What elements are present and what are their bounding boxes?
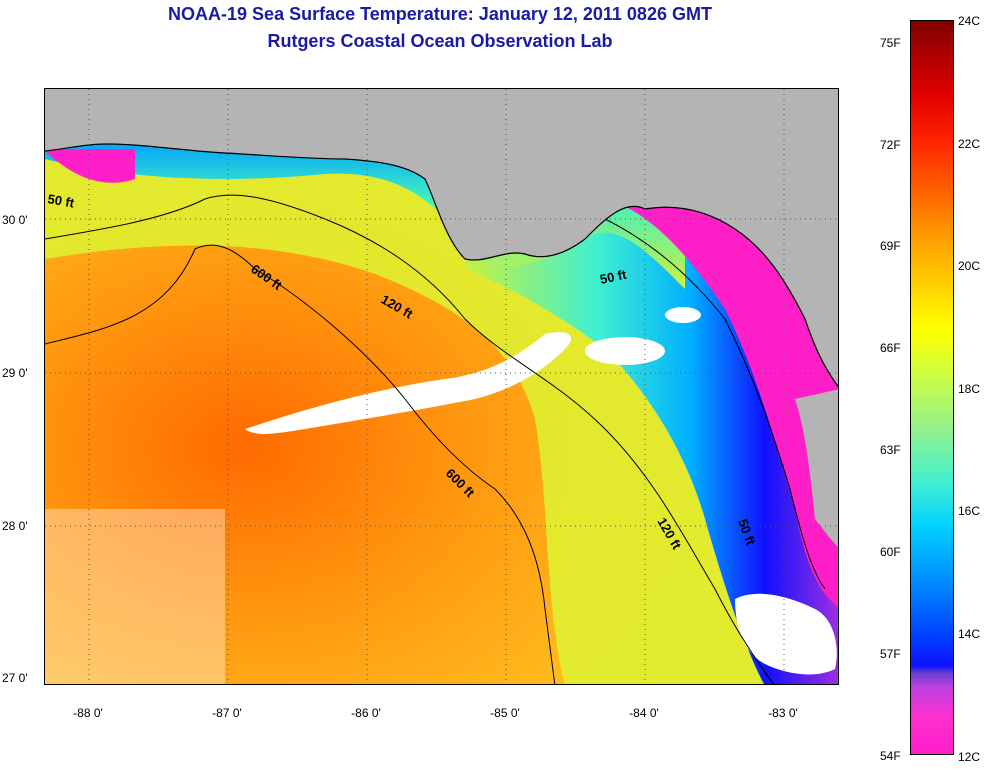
land-north — [45, 89, 838, 387]
colorbar-c-label: 14C — [958, 627, 981, 641]
longitude-label: -87 0' — [212, 706, 242, 720]
colorbar-c-label: 22C — [958, 137, 981, 151]
colorbar-f-label: 60F — [880, 545, 901, 559]
contour-label: 50 ft — [46, 191, 76, 211]
coastline — [45, 143, 838, 388]
cloud-speckle — [45, 509, 225, 684]
nearshore-cold-west — [45, 149, 135, 183]
colorbar-f-label: 75F — [880, 36, 901, 50]
latitude-label: 29 0' — [2, 366, 28, 380]
colorbar-f-label: 72F — [880, 138, 901, 152]
colorbar-c-label: 16C — [958, 504, 981, 518]
colorbar-c-label: 12C — [958, 750, 981, 764]
cloud-patch — [585, 337, 665, 365]
longitude-label: -83 0' — [768, 706, 798, 720]
contour-50ft — [604, 218, 826, 590]
latitude-label: 30 0' — [2, 213, 28, 227]
contour-label: 50 ft — [599, 267, 629, 287]
map-subtitle: Rutgers Coastal Ocean Observation Lab — [267, 31, 613, 51]
longitude-label: -88 0' — [73, 706, 103, 720]
colorbar-c-label: 24C — [958, 14, 981, 28]
sst-map[interactable]: 50 ft 600 ft 120 ft 50 ft 600 ft 120 ft … — [44, 88, 839, 685]
cloud-patch — [735, 593, 837, 675]
colorbar-f-label: 69F — [880, 239, 901, 253]
colorbar-c-label: 20C — [958, 259, 981, 273]
cloud-patch — [665, 307, 701, 323]
colorbar-c-label: 18C — [958, 382, 981, 396]
contour-120ft — [45, 194, 775, 684]
latitude-label: 27 0' — [2, 671, 28, 685]
latitude-label: 28 0' — [2, 519, 28, 533]
colorbar-f-label: 57F — [880, 647, 901, 661]
contour-600ft — [45, 244, 556, 684]
temperature-colorbar — [910, 20, 954, 755]
longitude-label: -86 0' — [351, 706, 381, 720]
nearshore-cold — [605, 169, 838, 608]
longitude-label: -84 0' — [629, 706, 659, 720]
map-title: NOAA-19 Sea Surface Temperature: January… — [168, 4, 712, 24]
cloud-streak — [245, 332, 572, 434]
colorbar-f-label: 63F — [880, 443, 901, 457]
longitude-label: -85 0' — [490, 706, 520, 720]
colorbar-f-label: 66F — [880, 341, 901, 355]
land-east — [795, 389, 838, 547]
colorbar-f-label: 54F — [880, 749, 901, 763]
